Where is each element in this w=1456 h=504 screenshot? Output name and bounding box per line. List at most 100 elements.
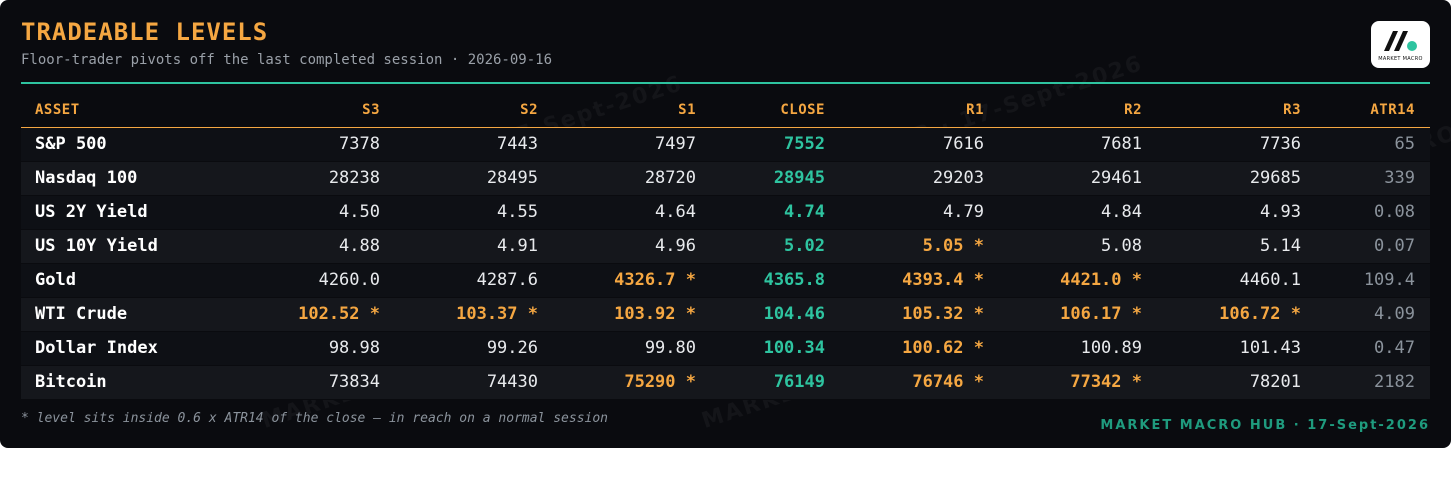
r3-cell: 5.14 — [1157, 229, 1316, 264]
r2-cell: 4.84 — [999, 195, 1157, 230]
r1-cell: 29203 — [840, 161, 999, 196]
asset-name-cell: Gold — [21, 263, 221, 298]
s2-cell: 74430 — [395, 365, 553, 400]
r1-cell: 5.05 * — [840, 229, 999, 264]
s2-cell: 4.91 — [395, 229, 553, 264]
r3-cell: 101.43 — [1157, 331, 1316, 366]
column-header-r2: R2 — [999, 94, 1157, 128]
table-row: Gold 4260.0 4287.6 4326.7 * 4365.8 4393.4 * 44… — [21, 263, 1430, 298]
atr-cell: 2182 — [1316, 365, 1430, 400]
r3-cell: 4.93 — [1157, 195, 1316, 230]
column-header-asset: ASSET — [21, 94, 221, 128]
r2-cell: 7681 — [999, 127, 1157, 162]
page-title: TRADEABLE LEVELS — [21, 18, 269, 46]
r3-cell: 4460.1 — [1157, 263, 1316, 298]
s2-cell: 99.26 — [395, 331, 553, 366]
s2-cell: 4287.6 — [395, 263, 553, 298]
column-header-r3: R3 — [1157, 94, 1316, 128]
atr-cell: 0.07 — [1316, 229, 1430, 264]
r1-cell: 4393.4 * — [840, 263, 999, 298]
market-macro-logo-icon — [1384, 31, 1417, 51]
column-header-close: CLOSE — [711, 94, 840, 128]
atr-cell: 0.47 — [1316, 331, 1430, 366]
column-header-atr14: ATR14 — [1316, 94, 1430, 128]
table-row: S&P 500 7378 7443 7497 7552 7616 7681 7736 65 — [21, 127, 1430, 162]
asset-name-cell: S&P 500 — [21, 127, 221, 162]
table-row: Dollar Index 98.98 99.26 99.80 100.34 100.62 … — [21, 331, 1430, 366]
header: TRADEABLE LEVELS Floor-trader pivots off… — [21, 18, 552, 68]
r2-cell: 106.17 * — [999, 297, 1157, 332]
close-cell: 76149 — [711, 365, 840, 400]
atr-cell: 109.4 — [1316, 263, 1430, 298]
s1-cell: 99.80 — [553, 331, 711, 366]
s3-cell: 28238 — [221, 161, 395, 196]
s3-cell: 102.52 * — [221, 297, 395, 332]
brand-footer: MARKET MACRO HUB · 17-Sept-2026 — [1100, 418, 1430, 433]
s2-cell: 28495 — [395, 161, 553, 196]
asset-name-cell: US 2Y Yield — [21, 195, 221, 230]
table-header-row: ASSET S3 S2 S1 CLOSE R1 R2 R3 ATR14 — [21, 94, 1430, 128]
s3-cell: 4.50 — [221, 195, 395, 230]
asset-name-cell: US 10Y Yield — [21, 229, 221, 264]
s3-cell: 7378 — [221, 127, 395, 162]
column-header-s1: S1 — [553, 94, 711, 128]
r2-cell: 4421.0 * — [999, 263, 1157, 298]
r1-cell: 76746 * — [840, 365, 999, 400]
atr-cell: 4.09 — [1316, 297, 1430, 332]
asset-name-cell: Nasdaq 100 — [21, 161, 221, 196]
close-cell: 5.02 — [711, 229, 840, 264]
table-row: US 10Y Yield 4.88 4.91 4.96 5.02 5.05 * 5.08 5.… — [21, 229, 1430, 264]
s3-cell: 4.88 — [221, 229, 395, 264]
s2-cell: 7443 — [395, 127, 553, 162]
r2-cell: 100.89 — [999, 331, 1157, 366]
s1-cell: 4326.7 * — [553, 263, 711, 298]
s3-cell: 98.98 — [221, 331, 395, 366]
s1-cell: 4.64 — [553, 195, 711, 230]
close-cell: 4.74 — [711, 195, 840, 230]
atr-cell: 65 — [1316, 127, 1430, 162]
s1-cell: 103.92 * — [553, 297, 711, 332]
logo: MARKET MACRO — [1371, 21, 1430, 68]
r1-cell: 105.32 * — [840, 297, 999, 332]
column-header-r1: R1 — [840, 94, 999, 128]
close-cell: 104.46 — [711, 297, 840, 332]
close-cell: 28945 — [711, 161, 840, 196]
close-cell: 7552 — [711, 127, 840, 162]
r2-cell: 29461 — [999, 161, 1157, 196]
levels-card: MARKET MACRO HUB · 17-Sept-2026 MARKET M… — [0, 0, 1451, 448]
atr-cell: 0.08 — [1316, 195, 1430, 230]
asset-name-cell: WTI Crude — [21, 297, 221, 332]
column-header-s3: S3 — [221, 94, 395, 128]
page-subtitle: Floor-trader pivots off the last complet… — [21, 52, 553, 68]
r3-cell: 7736 — [1157, 127, 1316, 162]
r1-cell: 100.62 * — [840, 331, 999, 366]
asset-name-cell: Bitcoin — [21, 365, 221, 400]
table-row: US 2Y Yield 4.50 4.55 4.64 4.74 4.79 4.84 4.93 0… — [21, 195, 1430, 230]
r3-cell: 106.72 * — [1157, 297, 1316, 332]
s1-cell: 75290 * — [553, 365, 711, 400]
close-cell: 100.34 — [711, 331, 840, 366]
s2-cell: 4.55 — [395, 195, 553, 230]
r1-cell: 7616 — [840, 127, 999, 162]
logo-text: MARKET MACRO — [1378, 56, 1423, 62]
column-header-s2: S2 — [395, 94, 553, 128]
close-cell: 4365.8 — [711, 263, 840, 298]
r2-cell: 5.08 — [999, 229, 1157, 264]
table-row: Nasdaq 100 28238 28495 28720 28945 29203 29461… — [21, 161, 1430, 196]
s3-cell: 4260.0 — [221, 263, 395, 298]
table-row: WTI Crude 102.52 * 103.37 * 103.92 * 104.46 1… — [21, 297, 1430, 332]
s1-cell: 7497 — [553, 127, 711, 162]
r3-cell: 29685 — [1157, 161, 1316, 196]
s3-cell: 73834 — [221, 365, 395, 400]
levels-table: ASSET S3 S2 S1 CLOSE R1 R2 R3 ATR14 S&P … — [21, 94, 1430, 400]
s1-cell: 4.96 — [553, 229, 711, 264]
r2-cell: 77342 * — [999, 365, 1157, 400]
r3-cell: 78201 — [1157, 365, 1316, 400]
footnote: * level sits inside 0.6 x ATR14 of the c… — [21, 411, 608, 426]
table-row: Bitcoin 73834 74430 75290 * 76149 76746 * 7734… — [21, 365, 1430, 400]
header-divider — [21, 82, 1430, 84]
s1-cell: 28720 — [553, 161, 711, 196]
s2-cell: 103.37 * — [395, 297, 553, 332]
asset-name-cell: Dollar Index — [21, 331, 221, 366]
atr-cell: 339 — [1316, 161, 1430, 196]
